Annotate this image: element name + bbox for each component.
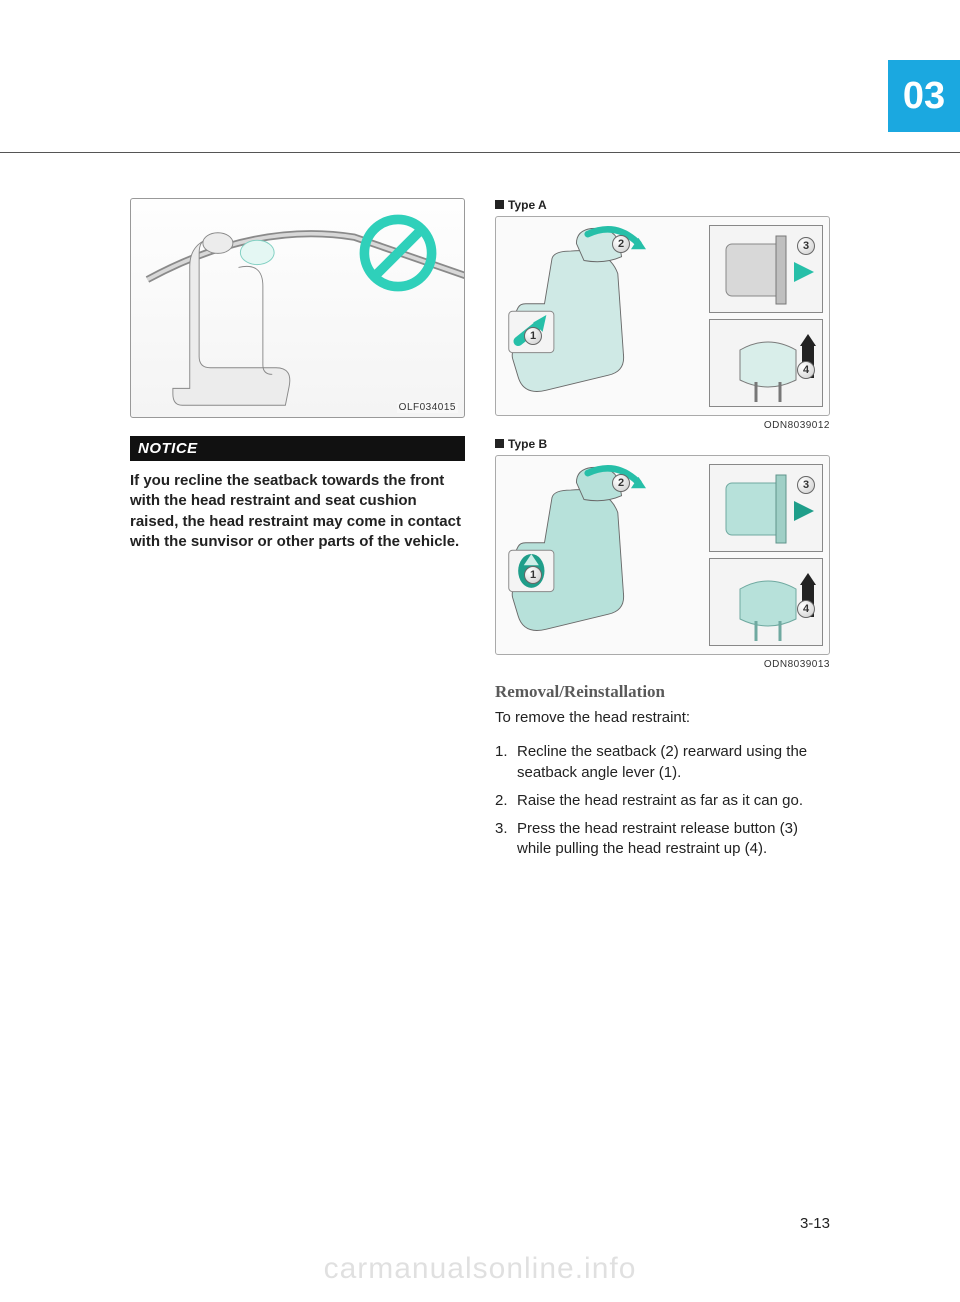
watermark: carmanualsonline.info (324, 1252, 637, 1286)
callout-4: 4 (797, 600, 815, 618)
seat-graphic-b (504, 460, 694, 648)
callout-2: 2 (612, 474, 630, 492)
type-a-label: Type A (495, 198, 830, 212)
figure-b-wrapper: Type B (495, 437, 830, 670)
steps-list: 1. Recline the seatback (2) rearward usi… (495, 734, 830, 859)
seat-silhouette (171, 229, 321, 409)
chapter-tab: 03 (888, 60, 960, 132)
step-2: 2. Raise the head restraint as far as it… (495, 791, 830, 811)
type-a-text: Type A (508, 198, 547, 212)
subheading-removal: Removal/Reinstallation (495, 682, 830, 702)
type-b-label: Type B (495, 437, 830, 451)
prohibition-icon (358, 213, 438, 293)
left-column: OLF034015 NOTICE If you recline the seat… (130, 198, 465, 860)
step-2-number: 2. (495, 791, 508, 811)
callout-4: 4 (797, 361, 815, 379)
callout-2: 2 (612, 235, 630, 253)
square-bullet-icon (495, 439, 504, 448)
step-3: 3. Press the head restraint release butt… (495, 819, 830, 860)
callout-3: 3 (797, 476, 815, 494)
content-columns: OLF034015 NOTICE If you recline the seat… (130, 198, 830, 860)
notice-text: If you recline the seatback towards the … (130, 471, 465, 552)
page-number: 3-13 (800, 1215, 830, 1232)
intro-text: To remove the head restraint: (495, 708, 830, 728)
callout-3: 3 (797, 237, 815, 255)
seat-graphic-a (504, 221, 694, 409)
figure-a-wrapper: Type A (495, 198, 830, 431)
figure-caption: OLF034015 (397, 402, 458, 413)
figure-seat-sunvisor: OLF034015 (130, 198, 465, 418)
callout-1: 1 (524, 566, 542, 584)
type-b-text: Type B (508, 437, 547, 451)
figure-type-b: 1 2 3 4 (495, 455, 830, 655)
square-bullet-icon (495, 200, 504, 209)
figure-a-caption: ODN8039012 (495, 420, 830, 431)
step-1-number: 1. (495, 742, 508, 762)
step-1-text: Recline the seatback (2) rearward using … (517, 743, 807, 780)
right-column: Type A (495, 198, 830, 860)
step-1: 1. Recline the seatback (2) rearward usi… (495, 742, 830, 783)
figure-b-caption: ODN8039013 (495, 659, 830, 670)
figure-type-a: 1 2 3 4 (495, 216, 830, 416)
step-2-text: Raise the head restraint as far as it ca… (517, 792, 803, 809)
step-3-number: 3. (495, 819, 508, 839)
step-3-text: Press the head restraint release button … (517, 820, 798, 857)
header-rule (0, 152, 960, 153)
notice-badge: NOTICE (130, 436, 465, 461)
callout-1: 1 (524, 327, 542, 345)
